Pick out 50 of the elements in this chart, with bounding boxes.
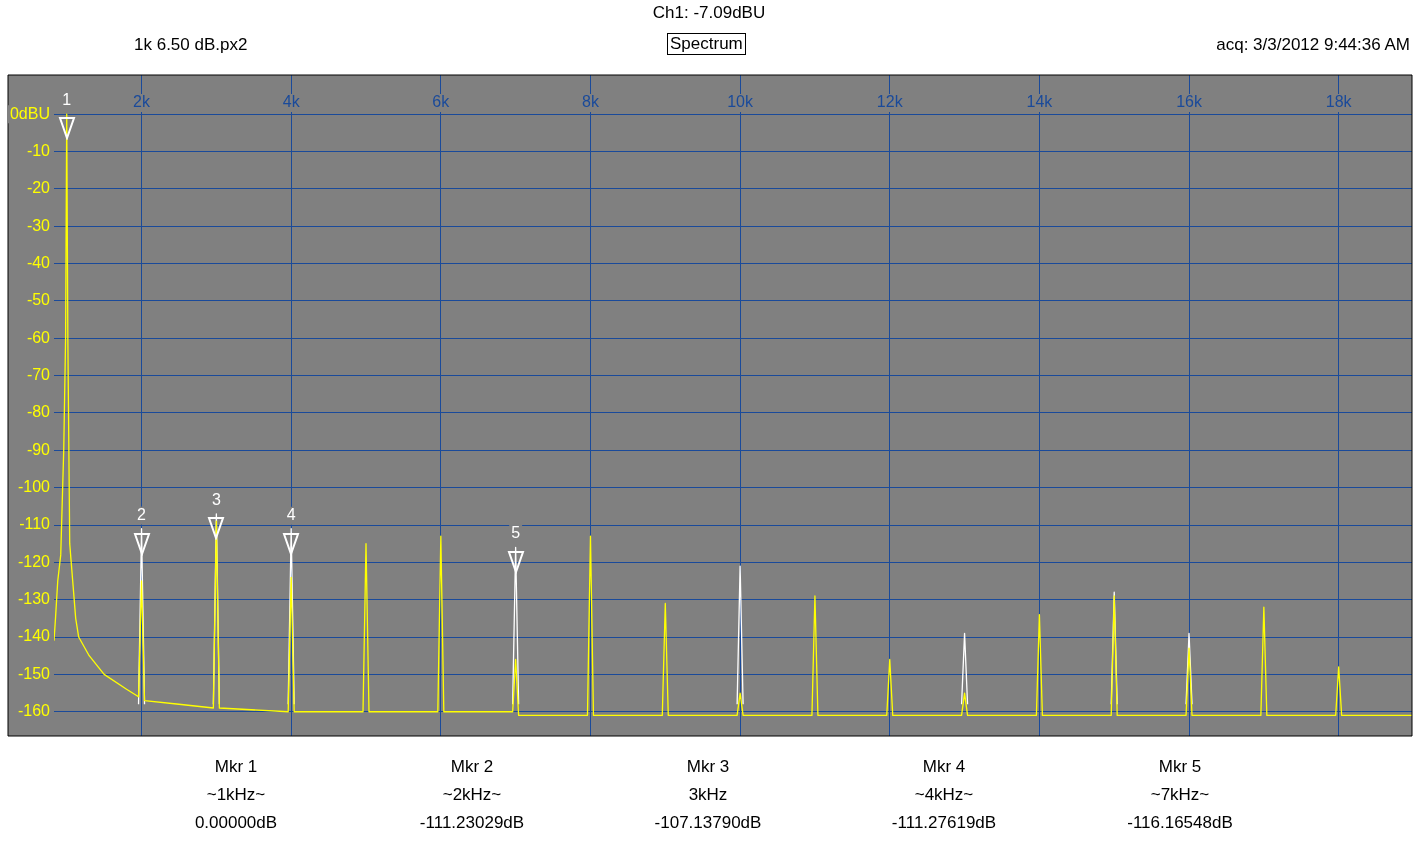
y-tick-label: -160 bbox=[17, 702, 51, 720]
annotation: 1 bbox=[62, 90, 72, 108]
text: -107.13790dB bbox=[653, 812, 763, 834]
x-tick-label: 8k bbox=[582, 93, 600, 111]
y-tick-label: -40 bbox=[26, 254, 51, 271]
annotation: 4 bbox=[286, 506, 296, 524]
text: -116.16548dB bbox=[1126, 812, 1234, 834]
y-tick-label: -10 bbox=[26, 141, 51, 159]
text: -111.27619dB bbox=[890, 812, 998, 834]
x-tick-label: 4k bbox=[282, 93, 301, 111]
x-tick-label: 12k bbox=[876, 93, 904, 111]
text: Mkr 1 bbox=[213, 756, 259, 778]
annotation: 2 bbox=[137, 506, 147, 523]
text: ~7kHz~ bbox=[1149, 784, 1211, 806]
x-tick-label: 6k bbox=[432, 93, 451, 111]
x-tick-label: 16k bbox=[1176, 93, 1203, 111]
text: Mkr 2 bbox=[449, 756, 495, 778]
annotation: 5 bbox=[511, 524, 521, 542]
y-tick-label: -120 bbox=[17, 552, 51, 570]
text: Mkr 3 bbox=[685, 756, 731, 778]
annotation: 3 bbox=[211, 490, 221, 508]
text: 0.00000dB bbox=[193, 812, 279, 834]
y-tick-label: -60 bbox=[26, 328, 51, 346]
text: ~2kHz~ bbox=[441, 784, 503, 806]
y-tick-label: -20 bbox=[26, 179, 51, 197]
chart-subtitle: Ch1: -7.09dBU bbox=[651, 3, 767, 23]
text: 3kHz bbox=[687, 784, 729, 806]
text: 1k 6.50 dB.px2 bbox=[134, 35, 248, 55]
y-tick-label: -80 bbox=[26, 403, 51, 421]
y-tick-label: -150 bbox=[17, 664, 51, 682]
x-tick-label: 2k bbox=[133, 93, 151, 111]
x-tick-label: 18k bbox=[1325, 93, 1353, 111]
y-tick-label: 0dBU bbox=[9, 104, 50, 122]
y-tick-label: -100 bbox=[17, 478, 51, 496]
text: Mkr 4 bbox=[921, 756, 967, 778]
y-tick-label: -110 bbox=[19, 515, 51, 533]
text: ~4kHz~ bbox=[913, 784, 975, 806]
text: ~1kHz~ bbox=[205, 784, 267, 806]
y-tick-label: -50 bbox=[26, 291, 51, 309]
text: -111.23029dB bbox=[418, 812, 526, 834]
x-tick-label: 14k bbox=[1026, 93, 1054, 111]
y-tick-label: -130 bbox=[17, 590, 51, 608]
y-tick-label: -30 bbox=[26, 216, 51, 234]
x-tick-label: 10k bbox=[727, 93, 755, 111]
text: acq: 3/3/2012 9:44:36 AM bbox=[1216, 35, 1410, 55]
y-tick-label: -90 bbox=[26, 440, 51, 458]
text: Mkr 5 bbox=[1157, 756, 1203, 778]
y-tick-label: -70 bbox=[26, 366, 51, 384]
y-tick-label: -140 bbox=[17, 627, 51, 645]
chart-title: Spectrum bbox=[667, 33, 746, 55]
